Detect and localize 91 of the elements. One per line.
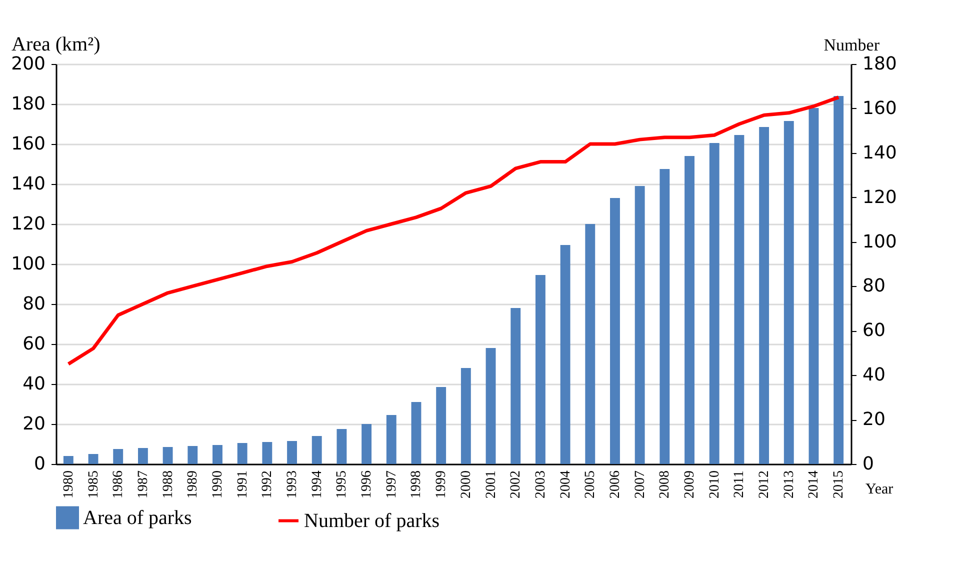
y2-axis-title: Number (824, 36, 880, 54)
x-tick-label: 1998 (409, 470, 424, 498)
y-tick-label: 160 (11, 134, 46, 154)
y2-tick-label: 0 (862, 454, 874, 474)
y2-tick-label: 60 (862, 320, 886, 342)
x-tick-label: 1997 (384, 470, 400, 498)
bar (759, 127, 770, 464)
x-tick-label: 1991 (235, 470, 250, 498)
x-tick-label: 1993 (285, 470, 300, 498)
x-tick-label: 2005 (583, 470, 598, 498)
y-tick-label: 100 (11, 254, 46, 274)
x-tick-label: 2013 (782, 470, 797, 498)
y-tick-label: 200 (11, 54, 46, 74)
x-tick-label: 2006 (608, 470, 623, 498)
x-tick-label: 2003 (533, 470, 548, 498)
y2-tick-label: 80 (862, 276, 886, 297)
x-tick-label: 2012 (757, 470, 772, 498)
x-tick-label: 1996 (360, 470, 375, 498)
x-tick-label: 1999 (434, 470, 450, 498)
bar (684, 156, 694, 464)
bar (486, 348, 496, 464)
x-tick-label: 1985 (86, 470, 102, 498)
bar (634, 186, 645, 464)
bar (162, 447, 173, 464)
bar (460, 368, 471, 464)
x-tick-label: 1987 (136, 470, 151, 498)
x-tick-label: 2007 (632, 470, 648, 498)
bar (386, 415, 396, 464)
y2-tick-label: 100 (862, 231, 897, 252)
bar (336, 429, 347, 464)
x-tick-label: 2001 (484, 470, 499, 498)
bar (88, 454, 98, 464)
bar (362, 424, 372, 464)
y2-tick-label: 20 (862, 409, 886, 430)
bar (808, 108, 819, 464)
y2-tick-label: 120 (862, 186, 897, 208)
bar (610, 198, 620, 464)
y-tick-label: 20 (22, 414, 46, 434)
x-tick-label: 1988 (160, 470, 176, 498)
bar (510, 308, 521, 464)
y-tick-label: 60 (22, 334, 46, 354)
bar (188, 446, 198, 464)
x-tick-label: 1990 (210, 470, 226, 498)
x-axis-title: Year (866, 482, 894, 498)
y2-tick-label: 180 (862, 54, 897, 74)
y-tick-label: 180 (11, 94, 46, 114)
x-tick-label: 2004 (558, 470, 574, 498)
y-tick-label: 40 (22, 374, 46, 394)
bar (212, 445, 222, 464)
y-tick-label: 140 (11, 174, 46, 194)
bar (436, 387, 446, 464)
bar (709, 143, 720, 464)
legend-label: Number of parks (304, 510, 440, 532)
x-tick-label: 1989 (186, 470, 201, 498)
bar (262, 442, 272, 464)
x-tick-label: 2008 (658, 470, 673, 498)
bar (734, 135, 744, 464)
y-axis-title: Area (km²) (12, 34, 100, 56)
x-tick-label: 1980 (61, 470, 76, 498)
bar (560, 245, 570, 464)
bar (312, 436, 322, 464)
y-tick-label: 0 (34, 454, 46, 474)
line-series (66, 96, 840, 366)
y2-tick-label: 140 (862, 142, 897, 164)
y2-tick-label: 160 (862, 98, 897, 119)
bar (784, 121, 794, 464)
y2-tick-label: 40 (862, 364, 886, 386)
x-tick-label: 1995 (334, 470, 350, 498)
x-tick-label: 1994 (310, 470, 325, 498)
x-tick-label: 2015 (832, 470, 847, 498)
legend-label: Area of parks (83, 506, 192, 529)
bar (411, 402, 422, 464)
y-tick-label: 80 (22, 294, 46, 314)
bar (138, 448, 148, 464)
bar (660, 169, 670, 464)
bar (113, 449, 124, 464)
x-tick-label: 1992 (260, 470, 276, 498)
y-tick-label: 120 (11, 214, 46, 234)
bar (834, 96, 844, 464)
bar (585, 224, 596, 464)
bar (535, 275, 546, 464)
x-tick-label: 2011 (732, 470, 748, 498)
bar (287, 441, 297, 464)
bar (63, 456, 74, 464)
x-tick-label: 2000 (458, 470, 474, 498)
x-tick-label: 2014 (806, 470, 822, 498)
bar (237, 443, 248, 464)
x-tick-label: 2009 (682, 470, 698, 498)
x-tick-label: 2010 (707, 470, 722, 498)
x-tick-label: 2002 (508, 470, 524, 498)
x-tick-label: 1986 (111, 470, 126, 498)
